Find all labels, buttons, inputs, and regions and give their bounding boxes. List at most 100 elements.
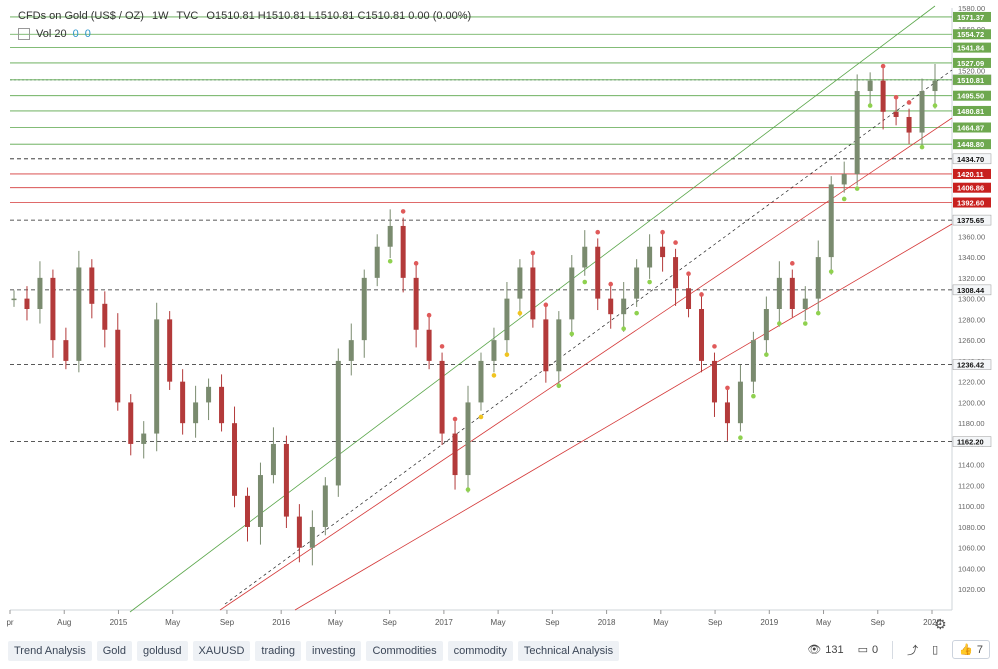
candle-body [621, 298, 627, 315]
indicator-dot [452, 416, 458, 422]
candle-body [789, 277, 795, 309]
bookmark-button[interactable]: ▯ [932, 643, 938, 656]
level-label: 1434.70 [957, 155, 984, 164]
price-tick-label: 1320.00 [958, 274, 985, 283]
indicator-dot [621, 326, 626, 332]
level-label-box [953, 57, 991, 68]
candle-body [361, 277, 367, 341]
level-label: 1162.20 [957, 438, 984, 447]
candle-body [699, 309, 705, 361]
candle-body [569, 267, 575, 320]
indicator-dot [608, 281, 614, 287]
tag-item[interactable]: commodity [447, 641, 513, 661]
price-tick-label: 1020.00 [958, 585, 985, 594]
candle-body [426, 329, 432, 361]
candle-body [828, 184, 834, 258]
volume-value-a: 0 [72, 28, 79, 40]
tag-item[interactable]: Commodities [366, 641, 443, 661]
candle-body [374, 246, 380, 278]
indicator-dot [647, 279, 652, 285]
candle-body [141, 433, 147, 444]
indicator-dot [582, 279, 588, 285]
candle-body [335, 360, 341, 486]
time-tick-label: 2020 [923, 618, 941, 627]
chart-legend-header: CFDs on Gold (US$ / OZ) 1W TVC O1510.81 … [18, 10, 476, 22]
candle-body [24, 298, 30, 309]
level-label-box [953, 42, 991, 53]
share-button[interactable]: ⤴ [907, 642, 918, 658]
candle-body [608, 298, 614, 315]
tag-item[interactable]: XAUUSD [192, 641, 251, 661]
tag-item[interactable]: trading [255, 641, 302, 661]
candle-body [660, 246, 666, 258]
indicator-dot [854, 186, 860, 191]
level-label: 1406.86 [957, 184, 984, 193]
like-button[interactable]: 👍 7 [952, 640, 990, 659]
candle-body [932, 80, 938, 92]
time-tick-label: Sep [545, 618, 560, 627]
indicator-dot [777, 321, 782, 326]
level-label-box [953, 11, 991, 22]
indicator-dot [893, 94, 899, 100]
indicator-dot [790, 261, 795, 266]
indicator-dot [880, 63, 886, 69]
candle-body [595, 246, 601, 299]
candle-body [115, 329, 121, 403]
candle-body [37, 277, 43, 309]
indicator-dot [634, 310, 639, 316]
tag-item[interactable]: goldusd [137, 641, 188, 661]
level-label: 1571.37 [957, 13, 984, 22]
indicator-dot [465, 487, 471, 492]
price-chart[interactable]: 1020.00 1040.00 1060.00 1080.00 1100.00 1120.… [0, 0, 998, 638]
candle-body [673, 257, 679, 289]
candle-body [465, 402, 471, 476]
candle-body [413, 277, 419, 330]
indicator-dot [738, 435, 743, 441]
candle-body [167, 319, 173, 382]
candle-body [504, 298, 510, 341]
time-tick-label: Aug [57, 618, 71, 627]
level-label: 1236.42 [957, 361, 984, 370]
level-label: 1464.87 [957, 123, 984, 132]
thumbs-up-icon: 👍 [959, 644, 973, 656]
level-label: 1554.72 [957, 30, 984, 39]
indicator-dot [413, 261, 419, 266]
indicator-dot [387, 258, 393, 264]
red-trendline-upper [219, 117, 953, 611]
comments-button[interactable]: ▭ 0 [858, 643, 879, 657]
candle-body [154, 319, 160, 434]
candle-body [776, 277, 782, 309]
views-counter: 👁 131 [807, 643, 843, 657]
time-tick-label: May [816, 618, 831, 627]
indicator-dot [751, 393, 756, 399]
level-label-box [952, 284, 992, 296]
candle-body [854, 91, 860, 175]
time-tick-label: 2016 [272, 618, 290, 627]
candle-body [582, 246, 588, 268]
bookmark-icon: ▯ [932, 644, 939, 656]
time-tick-label: 2019 [760, 618, 778, 627]
indicator-dot [530, 250, 536, 256]
volume-legend: Vol 20 0 0 [18, 28, 91, 40]
level-label-box [953, 122, 991, 133]
price-tick-label: 1360.00 [958, 232, 985, 241]
indicator-dot [569, 331, 575, 337]
candle-body [400, 225, 406, 278]
level-label-box [952, 436, 992, 447]
tag-item[interactable]: Gold [96, 641, 132, 661]
level-label-box [953, 90, 991, 101]
indicator-dot [712, 344, 717, 349]
volume-eye-icon[interactable] [18, 28, 30, 40]
candle-body [322, 485, 328, 527]
candle-body [452, 433, 458, 476]
interval: 1W [151, 10, 169, 22]
candle-body [737, 381, 743, 424]
time-tick-label: Sep [383, 618, 398, 627]
level-label-box [953, 168, 991, 179]
indicator-dot [478, 414, 484, 420]
settings-gear-icon[interactable]: ⚙ [934, 616, 947, 632]
tag-item[interactable]: Trend Analysis [8, 641, 92, 661]
tag-item[interactable]: Technical Analysis [517, 641, 620, 661]
indicator-dot [673, 240, 678, 245]
tag-item[interactable]: investing [306, 641, 362, 661]
